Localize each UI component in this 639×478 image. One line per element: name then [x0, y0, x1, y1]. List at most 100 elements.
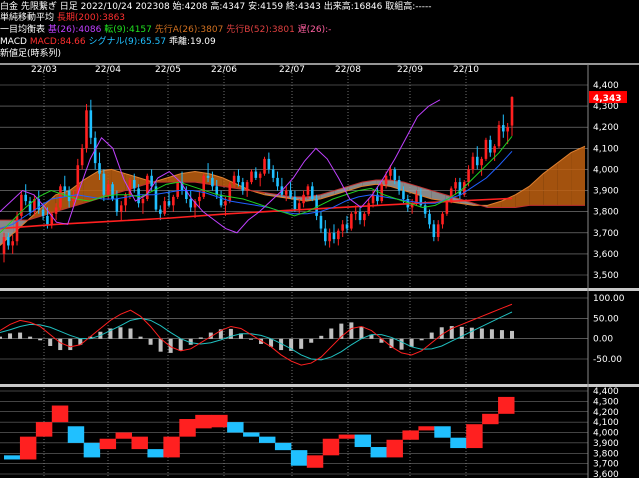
nline-block [498, 396, 515, 414]
macd-histogram-bar [228, 328, 233, 339]
macd-tick-label: 100.00 [593, 294, 625, 304]
nline-block [67, 426, 85, 443]
grid-lines [0, 63, 639, 478]
macd-histogram-bar [28, 336, 33, 339]
price-tick-label: 3,500 [593, 271, 619, 281]
nline-tick-label: 4,300 [593, 397, 619, 407]
nline-block [131, 436, 148, 450]
macd-histogram-bar [118, 327, 123, 339]
price-axis: 4,400 4,300 4,200 4,100 4,000 3,900 3,800 3,700… [589, 81, 627, 281]
candle-body [263, 158, 266, 174]
macd-histogram-bar [449, 326, 454, 339]
macd-histogram-bar [349, 322, 354, 339]
candle-body [389, 169, 392, 176]
macd-histogram-bar [8, 333, 13, 339]
candle-body [384, 175, 388, 185]
nline-block [322, 438, 340, 456]
candlesticks [2, 96, 514, 263]
cloud-segment [264, 192, 279, 197]
nline-block [370, 447, 387, 458]
macd-histogram-bar [419, 338, 424, 341]
candle-body [510, 97, 514, 126]
macd-value: MACD:84.66 [29, 37, 86, 47]
cloud-segment [515, 186, 530, 208]
macd-histogram-bar [269, 338, 274, 347]
instrument-header: 白金 先限繋ぎ 日足 2022/10/24 202308 始:4208 高:43… [0, 2, 432, 13]
candle-body [402, 190, 405, 199]
nline-block [35, 422, 53, 437]
price-tick-label: 4,200 [593, 123, 619, 133]
macd-histogram-bar [299, 338, 304, 349]
nline-tick-label: 4,000 [593, 429, 619, 439]
month-label: 22/06 [211, 65, 237, 75]
macd-tick-label: -50.00 [593, 355, 622, 365]
candle-body [332, 232, 336, 240]
cloud-segment [390, 180, 404, 191]
candle-body [63, 186, 67, 191]
nline-block [434, 426, 451, 438]
macd-histogram-bar [309, 338, 314, 343]
cloud-segment [195, 171, 209, 185]
candle-body [254, 171, 258, 178]
candle-body [20, 194, 23, 216]
cloud-segment [431, 190, 446, 202]
macd-histogram-bar [279, 338, 284, 351]
candle-body [471, 156, 475, 170]
month-labels: 22/03 22/04 22/05 22/06 22/07 22/08 22/09 22/10 [31, 65, 479, 75]
candle-body [89, 110, 93, 138]
nline-tick-label: 3,700 [593, 460, 619, 470]
candle-body [415, 194, 418, 204]
cloud-segment [557, 152, 572, 206]
ichimoku-legend: 一目均衡表 基(26):4086 転(9):4157 先行A(26):3807 … [0, 25, 331, 36]
macd-histogram-bar [208, 332, 213, 339]
candle-body [289, 190, 292, 197]
candle-body [206, 175, 210, 178]
candle-body [11, 241, 14, 246]
ma-label: 単純移動平均 [0, 13, 55, 23]
candle-body [306, 186, 310, 195]
cloud-segment [571, 146, 585, 206]
macd-histogram-bar [0, 336, 2, 339]
ichimoku-label: 一目均衡表 [0, 25, 46, 35]
macd-histogram-bar [429, 332, 434, 339]
nline-block [227, 422, 244, 433]
candle-body [106, 184, 110, 195]
candle-body [228, 184, 232, 202]
candle-body [28, 201, 32, 212]
macd-tick-label: 50.00 [593, 314, 619, 324]
candle-body [267, 158, 271, 170]
candle-body [137, 188, 140, 204]
candle-body [337, 230, 340, 240]
candle-body [185, 190, 188, 199]
nline-tick-label: 4,200 [593, 408, 619, 418]
candle-body [124, 194, 127, 206]
nline-block [274, 442, 292, 451]
macd-histogram-bar [88, 336, 93, 339]
candle-body [176, 182, 179, 197]
indicator-lines [0, 99, 513, 234]
cloud-segment [348, 182, 363, 191]
candle-body [241, 182, 245, 191]
candle-body [428, 213, 431, 225]
candle-body [345, 224, 349, 229]
ichimoku-conv-value: 転(9):4157 [104, 25, 152, 35]
ichimoku-spanA-value: 先行A(26):3807 [154, 25, 224, 35]
macd-histogram-bar [148, 338, 153, 345]
candle-body [202, 175, 206, 197]
macd-histogram-bar [359, 326, 364, 339]
candle-body [319, 215, 323, 229]
nline-block [211, 414, 228, 428]
ichimoku-base-value: 基(26):4086 [47, 25, 102, 35]
candle-body [237, 175, 240, 183]
macd-histogram-bar [158, 338, 163, 352]
candle-body [33, 199, 36, 212]
candle-body [293, 196, 297, 210]
candle-body [436, 224, 440, 237]
candle-body [302, 194, 305, 204]
candle-body [172, 196, 175, 206]
candle-body [410, 203, 414, 208]
macd-histogram-bar [138, 336, 143, 339]
month-label: 22/03 [31, 65, 57, 75]
nline-block [83, 442, 101, 458]
